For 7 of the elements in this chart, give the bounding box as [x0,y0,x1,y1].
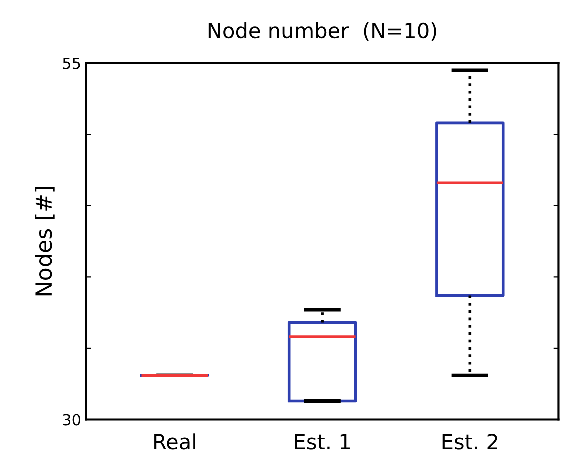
y-tick-label: 55 [63,58,80,70]
y-axis-title: Nodes [#] [35,187,55,296]
y-tick-label: 30 [63,414,81,426]
x-tick-label: Real [154,434,196,450]
x-tick-label: Est. 1 [295,434,350,450]
chart-title: Node number (N=10) [208,22,436,42]
x-tick-label: Est. 2 [442,434,498,450]
